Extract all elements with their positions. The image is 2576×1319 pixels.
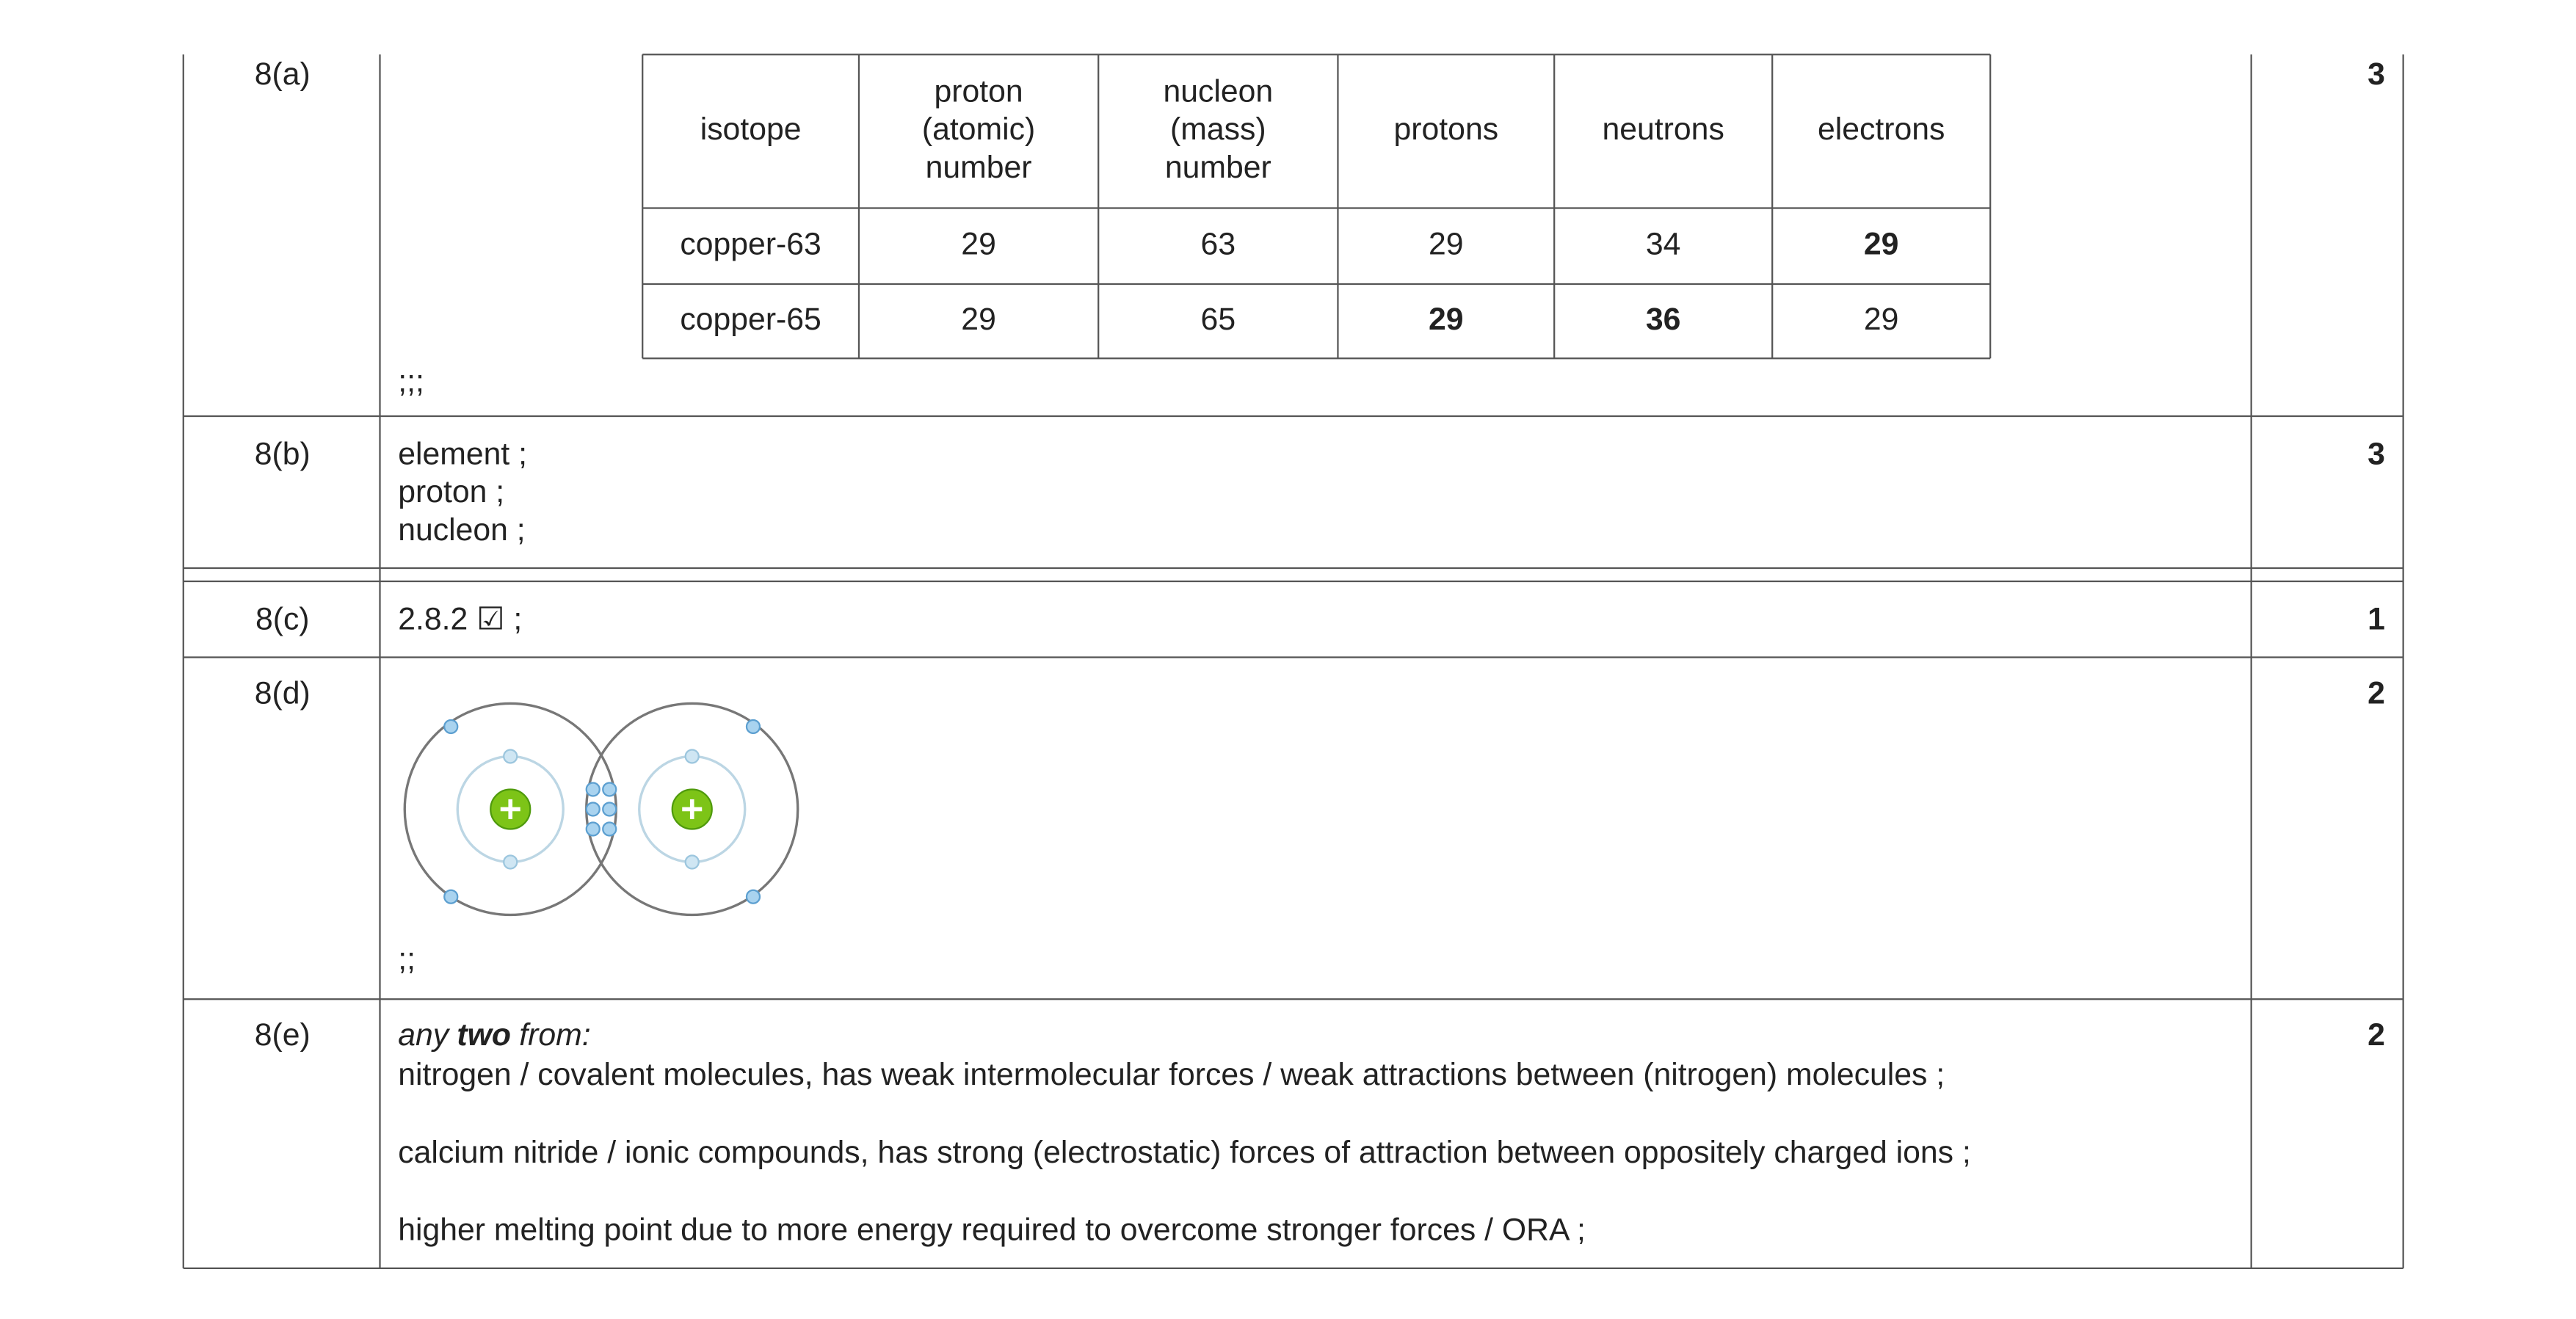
table-cell: 65 xyxy=(1201,302,1236,337)
answer-line: proton ; xyxy=(398,474,504,509)
question-number: 8(a) xyxy=(255,57,311,92)
header-cell: neutrons xyxy=(1603,112,1724,147)
question-number: 8(d) xyxy=(255,676,311,711)
table-cell: 29 xyxy=(1429,302,1464,337)
answer-point: nitrogen / covalent molecules, has weak … xyxy=(398,1057,1945,1092)
table-cell: 29 xyxy=(1429,227,1464,262)
answer-line: element ; xyxy=(398,436,527,471)
question-number: 8(e) xyxy=(255,1017,311,1053)
header-cell: nucleon xyxy=(1163,73,1273,109)
header-cell: (atomic) xyxy=(922,112,1035,147)
header-cell: electrons xyxy=(1818,112,1945,147)
table-cell: 29 xyxy=(961,227,996,262)
answer: ;; xyxy=(398,942,416,977)
marks: 2 xyxy=(2368,676,2385,711)
header-cell: number xyxy=(926,150,1032,185)
question-number: 8(b) xyxy=(255,436,311,471)
table-cell: 29 xyxy=(961,302,996,337)
question-number: 8(c) xyxy=(255,601,310,636)
isotope-table: isotopeproton(atomic)numbernucleon(mass)… xyxy=(642,54,1992,360)
marks: 3 xyxy=(2368,436,2385,471)
table-cell: 29 xyxy=(1864,227,1899,262)
answer: 2.8.2 ☑ ; xyxy=(398,601,522,636)
table-cell: 29 xyxy=(1864,302,1899,337)
intro-text: any xyxy=(398,1017,451,1053)
answer-point: higher melting point due to more energy … xyxy=(398,1213,1586,1248)
answer-line: nucleon ; xyxy=(398,512,525,548)
header-cell: number xyxy=(1165,150,1271,185)
table-cell: 36 xyxy=(1646,302,1681,337)
answer-intro: any two from: xyxy=(398,1017,590,1053)
marks: 2 xyxy=(2368,1017,2385,1053)
table-cell: 34 xyxy=(1646,227,1681,262)
intro-emphasis: two xyxy=(457,1017,511,1053)
header-cell: proton xyxy=(935,73,1023,109)
table-cell: copper-65 xyxy=(680,302,821,337)
intro-text: from: xyxy=(519,1017,590,1053)
answer: ;;; xyxy=(398,363,424,399)
marks: 1 xyxy=(2368,601,2385,636)
table-cell: copper-63 xyxy=(680,227,821,262)
table-cell: 63 xyxy=(1201,227,1236,262)
header-cell: (mass) xyxy=(1170,112,1266,147)
header-cell: isotope xyxy=(700,112,802,147)
answer-point: calcium nitride / ionic compounds, has s… xyxy=(398,1135,1971,1170)
bond-diagram xyxy=(403,702,799,917)
table-grid xyxy=(182,54,2404,1270)
marks: 3 xyxy=(2368,57,2385,92)
header-cell: protons xyxy=(1394,112,1499,147)
